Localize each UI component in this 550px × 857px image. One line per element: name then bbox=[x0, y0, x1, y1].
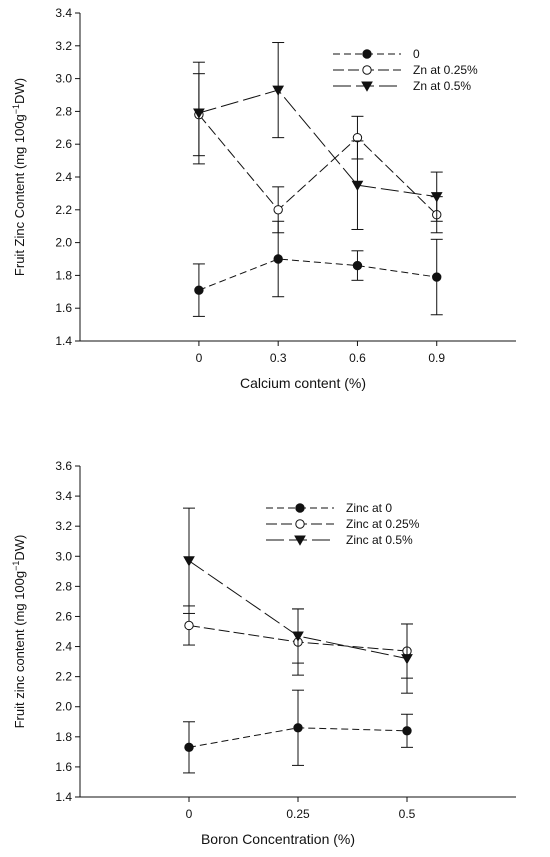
y-tick-label: 1.4 bbox=[55, 334, 72, 348]
chart-panel-2: 1.4 1.6 1.8 2.0 2.2 2.4 2.6 2.8 3.0 3.2 3.4 3.6 0 0.2… bbox=[11, 459, 516, 847]
y-tick-label: 3.0 bbox=[55, 72, 72, 86]
data-point bbox=[351, 180, 364, 191]
y-tick-label: 2.6 bbox=[55, 137, 72, 151]
data-point bbox=[292, 631, 304, 642]
x-axis-label: Calcium content (%) bbox=[240, 375, 366, 391]
y-tick-label: 1.6 bbox=[55, 760, 72, 774]
legend-marker bbox=[362, 49, 372, 59]
data-point bbox=[194, 285, 204, 295]
legend-marker bbox=[295, 519, 305, 529]
legend-entry: Zn at 0.5% bbox=[333, 79, 471, 93]
y-tick-label: 1.6 bbox=[55, 301, 72, 315]
x-tick-label: 0 bbox=[196, 351, 203, 365]
data-point bbox=[183, 556, 195, 567]
data-point bbox=[352, 260, 363, 271]
legend-label: 0 bbox=[413, 47, 420, 61]
y-tick-label: 2.0 bbox=[55, 700, 72, 714]
series-2 bbox=[192, 73, 443, 234]
x-tick-label: 0.5 bbox=[399, 807, 416, 821]
y-tick-label: 2.0 bbox=[55, 236, 72, 250]
legend-label: Zn at 0.5% bbox=[413, 79, 471, 93]
legend-label: Zinc at 0.25% bbox=[346, 517, 420, 531]
y-axis-label-sup: −1 bbox=[11, 104, 21, 114]
y-tick-label: 3.2 bbox=[55, 39, 72, 53]
legend-marker bbox=[295, 503, 305, 513]
y-axis-label: Fruit zinc content (mg 100g−1DW) bbox=[11, 535, 27, 729]
series-line bbox=[198, 114, 438, 216]
data-point bbox=[273, 254, 283, 264]
data-point bbox=[402, 726, 412, 736]
y-tick-label: 3.4 bbox=[55, 6, 72, 20]
series-3 bbox=[192, 42, 443, 230]
x-tick-label: 0 bbox=[186, 807, 193, 821]
series-1 bbox=[183, 689, 413, 774]
legend-entry: Zn at 0.25% bbox=[333, 63, 478, 77]
y-tick-label: 1.8 bbox=[55, 730, 72, 744]
y-tick-label: 1.4 bbox=[55, 790, 72, 804]
y-axis-label-main: Fruit zinc content (mg 100g bbox=[12, 571, 27, 729]
legend-entry: Zinc at 0 bbox=[266, 501, 392, 515]
legend-marker bbox=[362, 65, 372, 75]
legend-entry: Zinc at 0.5% bbox=[266, 533, 413, 547]
y-axis-label-tail: DW) bbox=[12, 78, 27, 104]
data-point bbox=[193, 108, 205, 119]
data-point bbox=[184, 742, 194, 753]
y-axis-label-main: Fruit Zinc Content (mg 100g bbox=[12, 114, 27, 276]
series-1 bbox=[192, 220, 443, 317]
y-tick-label: 2.4 bbox=[55, 640, 72, 654]
y-axis-label-sup: −1 bbox=[11, 561, 21, 571]
legend-label: Zinc at 0 bbox=[346, 501, 392, 515]
series-line bbox=[198, 258, 437, 291]
y-axis-label-tail: DW) bbox=[12, 535, 27, 561]
x-tick-label: 0.3 bbox=[270, 351, 287, 365]
y-tick-label: 2.4 bbox=[55, 170, 72, 184]
y-tick-label: 2.6 bbox=[55, 609, 72, 623]
series-3 bbox=[183, 507, 413, 694]
x-tick-label: 0.25 bbox=[286, 807, 310, 821]
data-point bbox=[401, 654, 413, 665]
legend-marker bbox=[294, 535, 306, 546]
legend-entry: Zinc at 0.25% bbox=[266, 517, 420, 531]
legend-marker bbox=[361, 81, 373, 92]
data-point bbox=[293, 723, 303, 733]
y-tick-label: 3.4 bbox=[55, 489, 72, 503]
y-axis-label: Fruit Zinc Content (mg 100g−1DW) bbox=[11, 78, 27, 276]
data-point bbox=[430, 192, 443, 203]
y-tick-label: 3.0 bbox=[55, 549, 72, 563]
x-tick-label: 0.6 bbox=[349, 351, 366, 365]
y-tick-label: 2.8 bbox=[55, 579, 72, 593]
y-tick-label: 1.8 bbox=[55, 268, 72, 282]
y-tick-label: 2.2 bbox=[55, 670, 72, 684]
x-axis-label: Boron Concentration (%) bbox=[201, 831, 355, 847]
series-line bbox=[198, 89, 437, 198]
y-tick-label: 2.2 bbox=[55, 203, 72, 217]
data-point bbox=[273, 205, 283, 215]
y-tick-label: 2.8 bbox=[55, 104, 72, 118]
data-point bbox=[272, 85, 285, 96]
data-point bbox=[184, 620, 194, 631]
chart-panel-1: 1.4 1.6 1.8 2.0 2.2 2.4 2.6 2.8 3.0 3.2 3.4 0 0.3 0.6… bbox=[11, 6, 516, 391]
data-point bbox=[432, 272, 442, 282]
y-tick-label: 3.6 bbox=[55, 459, 72, 473]
y-tick-label: 3.2 bbox=[55, 519, 72, 533]
legend-entry: 0 bbox=[333, 47, 420, 61]
legend-label: Zinc at 0.5% bbox=[346, 533, 413, 547]
x-tick-label: 0.9 bbox=[428, 351, 445, 365]
legend-label: Zn at 0.25% bbox=[413, 63, 478, 77]
